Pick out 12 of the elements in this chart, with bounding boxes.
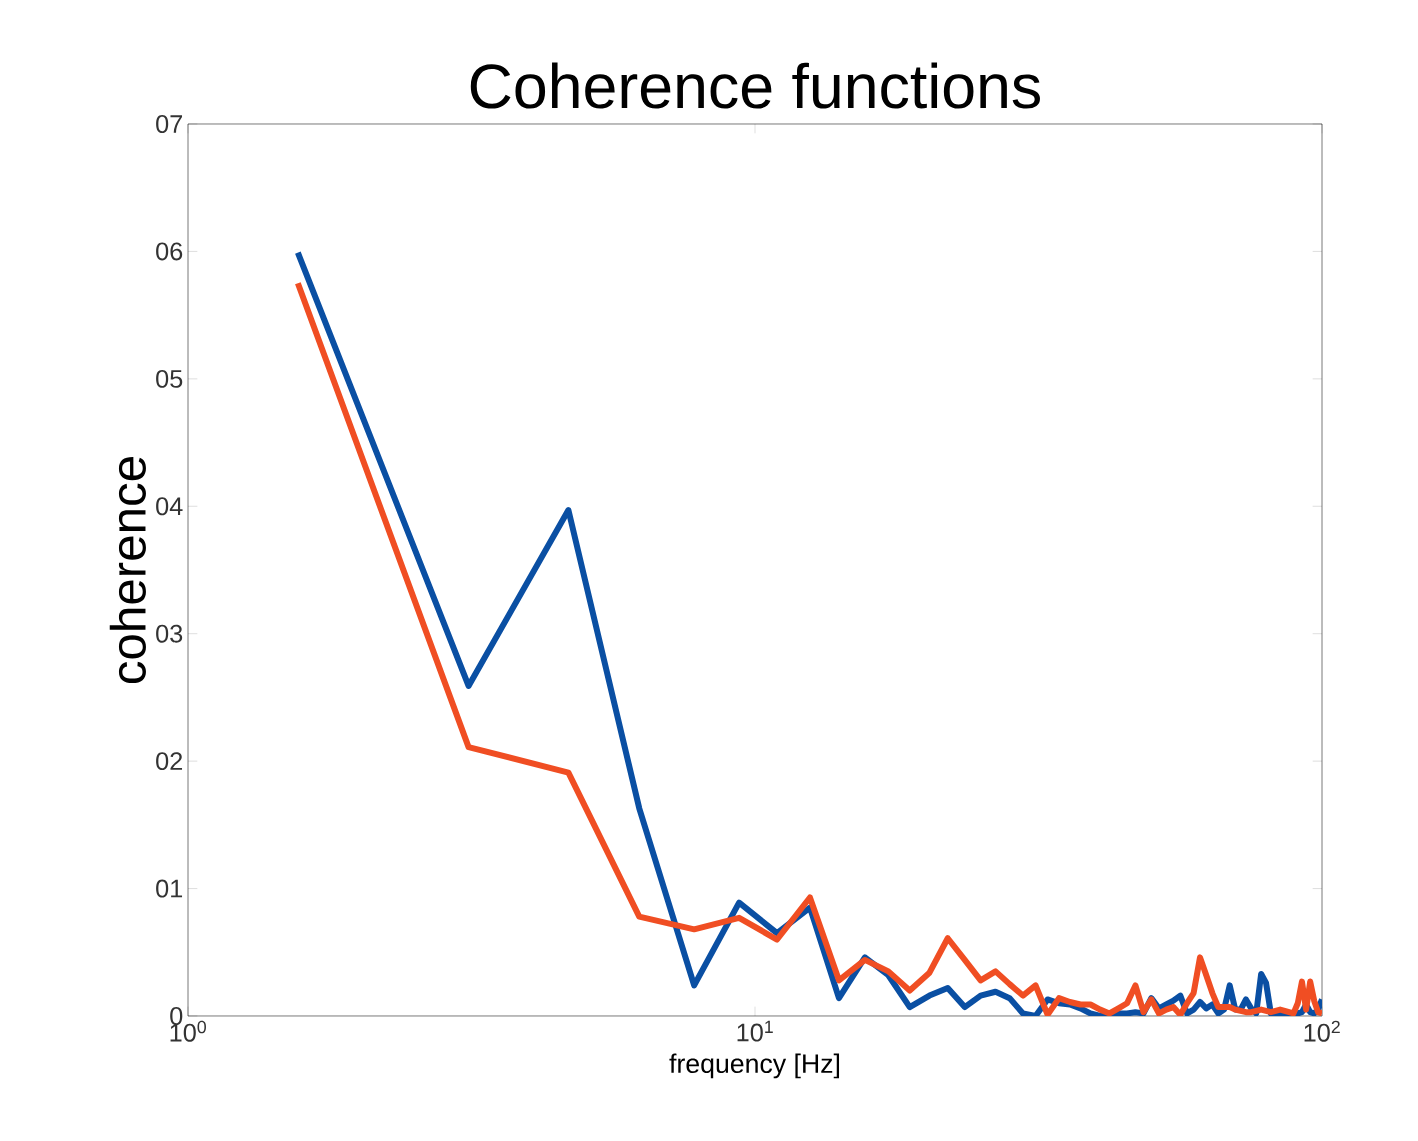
y-axis-title: coherence (109, 457, 146, 684)
y-tick-label: 05 (156, 369, 183, 388)
y-tick-label: 07 (156, 115, 183, 133)
chart-title: Coherence functions (470, 62, 1040, 109)
x-tick-label: 10$^{2}$ (1304, 1020, 1340, 1042)
y-tick-label: 01 (156, 879, 183, 898)
y-tick-label: 02 (156, 752, 183, 771)
y-tick-label: 06 (156, 242, 183, 261)
x-axis-title: frequency [Hz] (669, 1053, 840, 1079)
y-tick-label: 04 (156, 497, 183, 516)
x-tick-label: 10$^{1}$ (737, 1020, 773, 1042)
y-tick-label: 03 (156, 624, 183, 643)
